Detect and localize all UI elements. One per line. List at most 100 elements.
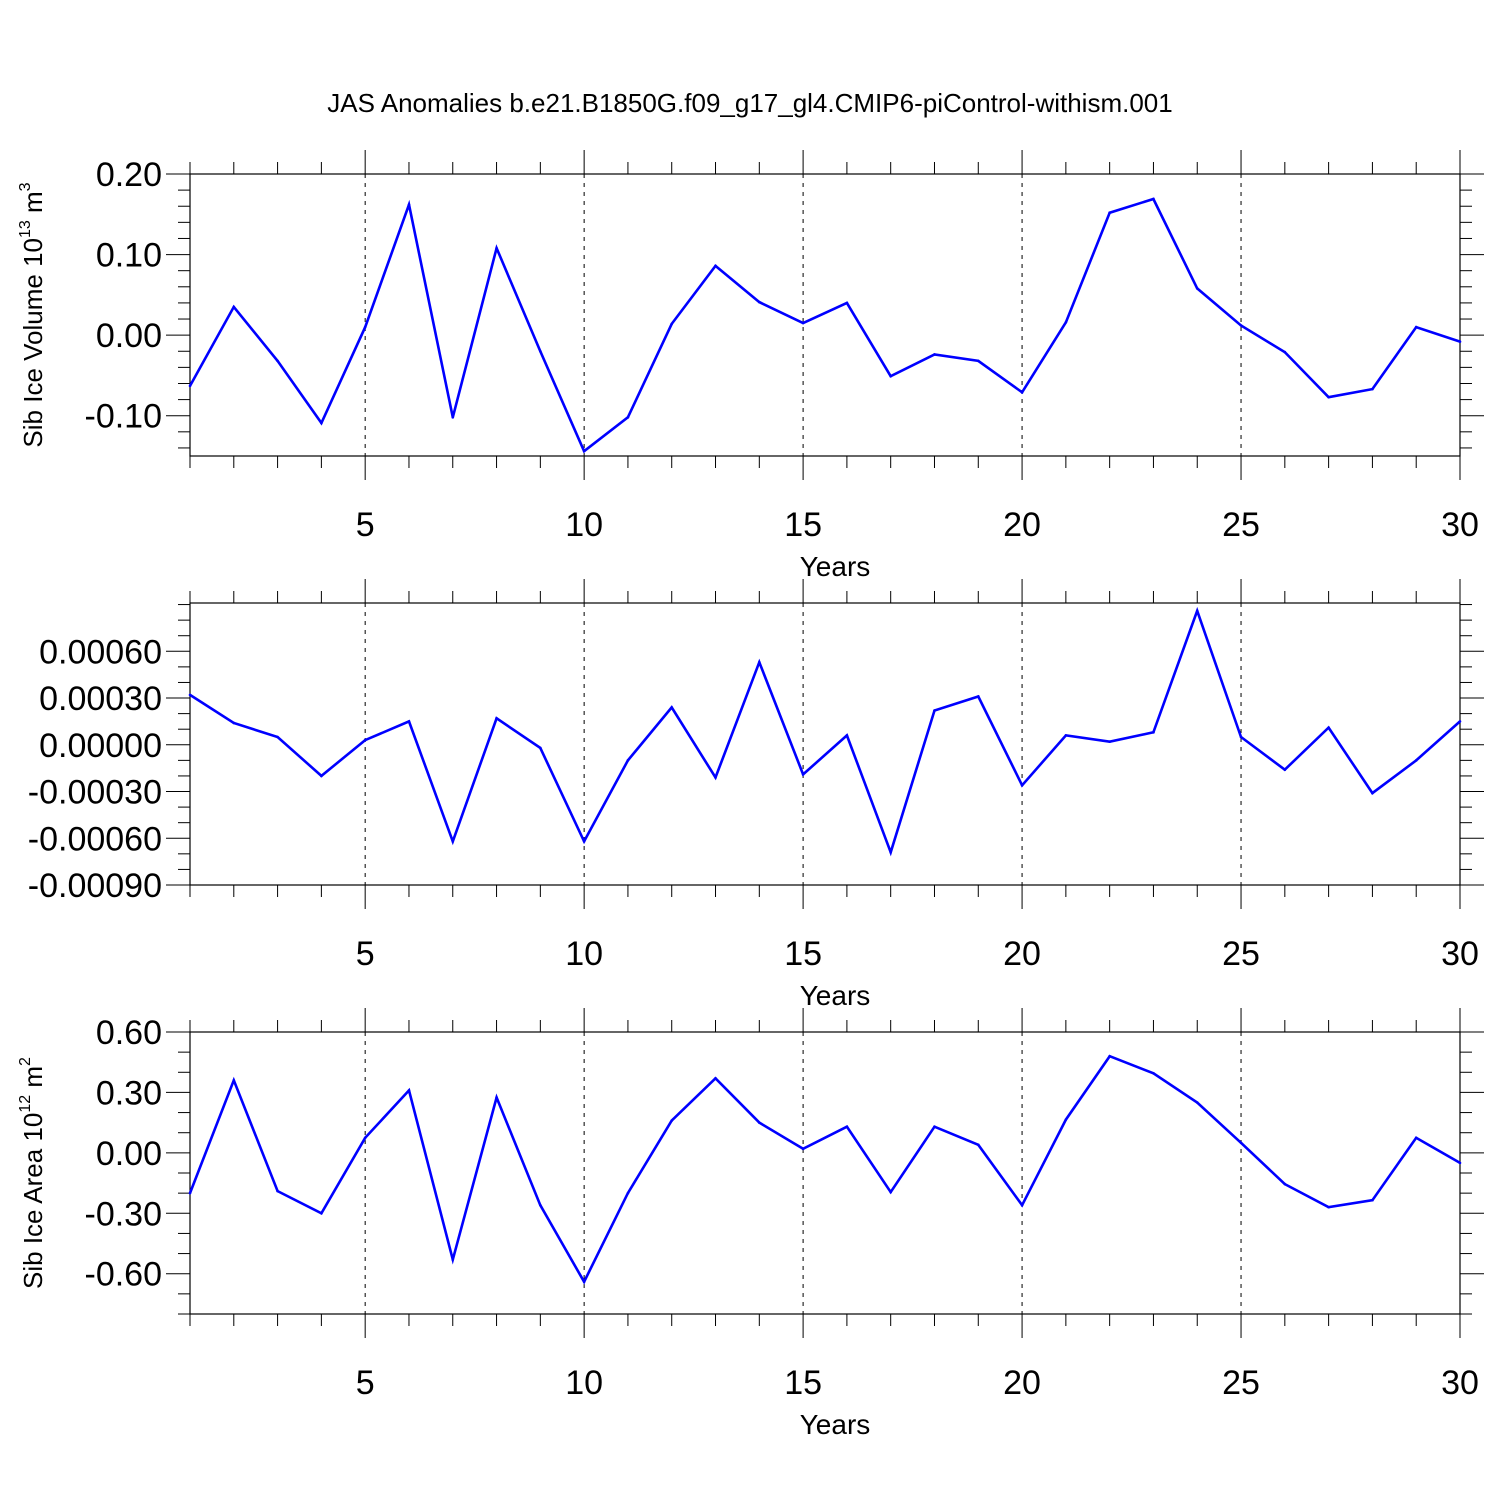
data-point (801, 773, 805, 776)
x-tick-label: 15 (784, 935, 822, 973)
x-tick-label: 20 (1003, 1364, 1041, 1402)
data-point (976, 359, 980, 363)
data-point (758, 1121, 761, 1124)
x-tick-label: 5 (356, 1364, 375, 1402)
data-point (933, 709, 936, 712)
x-tick-label: 30 (1441, 935, 1479, 973)
data-point (1152, 1071, 1155, 1075)
data-point (407, 720, 411, 723)
data-point (1239, 1141, 1243, 1145)
data-point (539, 1203, 542, 1207)
data-point (801, 321, 805, 325)
data-point (451, 1258, 455, 1261)
data-point (363, 738, 367, 742)
y-tick-label: -0.00030 (28, 774, 162, 812)
y-tick-label: 0.00 (96, 317, 162, 355)
data-point (1195, 287, 1199, 290)
data-point (1152, 731, 1155, 734)
data-point (1458, 720, 1462, 723)
data-point (714, 1077, 717, 1080)
y-tick-label: 0.30 (96, 1074, 162, 1112)
data-point (1239, 324, 1243, 327)
y-tick-label: 0.10 (96, 237, 162, 275)
y-tick-label: -0.60 (85, 1256, 163, 1294)
data-point (845, 734, 849, 737)
data-point (1327, 395, 1330, 399)
data-point (363, 325, 367, 329)
y-tick-label: 0.20 (96, 156, 162, 194)
data-point (582, 1280, 586, 1284)
y-axis-label-unit: m (18, 191, 48, 220)
panel-3: 5 10 15 20 25 30 0.60 0.30 0.00 -0.30 -0.60 Years Si… (17, 1008, 1484, 1440)
data-point (539, 746, 542, 750)
y-axis-label-exponent: 13 (17, 220, 34, 238)
x-tick-label: 15 (784, 506, 822, 544)
data-point (1371, 1198, 1374, 1202)
data-point (1371, 791, 1374, 795)
y-axis-label-exponent: 12 (17, 1095, 34, 1113)
data-point (626, 1191, 630, 1195)
x-tick-label: 30 (1441, 1364, 1479, 1402)
data-point (670, 322, 674, 326)
y-tick-label: -0.00060 (28, 820, 162, 858)
data-point (451, 840, 455, 843)
y-tick-label: 0.60 (96, 1014, 162, 1052)
y-tick-label: 0.00030 (39, 680, 162, 718)
series-line (189, 606, 1461, 857)
plot-frame (189, 602, 1461, 886)
data-point (407, 203, 411, 206)
data-point (1458, 1161, 1462, 1165)
data-point (976, 695, 980, 698)
data-point (276, 1189, 279, 1193)
data-point (758, 300, 761, 304)
data-point (188, 384, 192, 388)
data-point (1195, 1101, 1199, 1104)
x-tick-label: 30 (1441, 506, 1479, 544)
series-line (188, 1054, 1461, 1285)
figure-title: JAS Anomalies b.e21.B1850G.f09_g17_gl4.C… (327, 88, 1172, 118)
data-point (582, 449, 586, 453)
data-point (1108, 211, 1111, 214)
x-tick-label: 25 (1222, 506, 1260, 544)
y-tick-label: -0.30 (85, 1195, 163, 1233)
data-point (1108, 740, 1111, 743)
y-tick-label: -0.10 (85, 398, 163, 436)
data-point (188, 1191, 192, 1195)
data-point (495, 246, 498, 250)
data-point (1283, 1182, 1287, 1186)
data-point (320, 774, 323, 778)
data-point (1108, 1054, 1111, 1058)
plot-frame (189, 1031, 1461, 1315)
data-point (1458, 340, 1462, 343)
y-tick-label: 0.00060 (39, 633, 162, 671)
data-point (1064, 1118, 1068, 1121)
data-point (188, 693, 192, 697)
data-point (714, 776, 717, 779)
data-point (889, 1190, 892, 1194)
data-point (363, 1136, 367, 1140)
data-point (232, 305, 236, 309)
data-point (1414, 1136, 1418, 1140)
x-tick-label: 20 (1003, 506, 1041, 544)
data-point (626, 759, 630, 762)
data-point (1020, 391, 1024, 394)
data-point (539, 349, 542, 353)
data-point (232, 721, 236, 725)
y-tick-label: 0.00 (96, 1135, 162, 1173)
x-axis-label: Years (800, 1409, 871, 1440)
x-tick-label: 5 (356, 935, 375, 973)
panel-2: 5 10 15 20 25 30 0.00060 0.00030 0.00000 -0.00030… (28, 579, 1484, 1011)
data-point (626, 416, 630, 419)
y-axis-label-unit-exponent: 2 (17, 1057, 34, 1066)
data-point (933, 1125, 936, 1128)
x-tick-label: 25 (1222, 1364, 1260, 1402)
series-line (188, 197, 1461, 454)
data-point (1239, 735, 1243, 739)
data-point (801, 1147, 805, 1151)
x-tick-label: 10 (565, 506, 603, 544)
y-axis-label-unit: m (18, 1066, 48, 1095)
data-point (1020, 783, 1024, 787)
y-axis-label: Sib Ice Volume 1013 m3 (17, 182, 48, 447)
data-point (1371, 387, 1374, 391)
data-point (1020, 1203, 1024, 1207)
